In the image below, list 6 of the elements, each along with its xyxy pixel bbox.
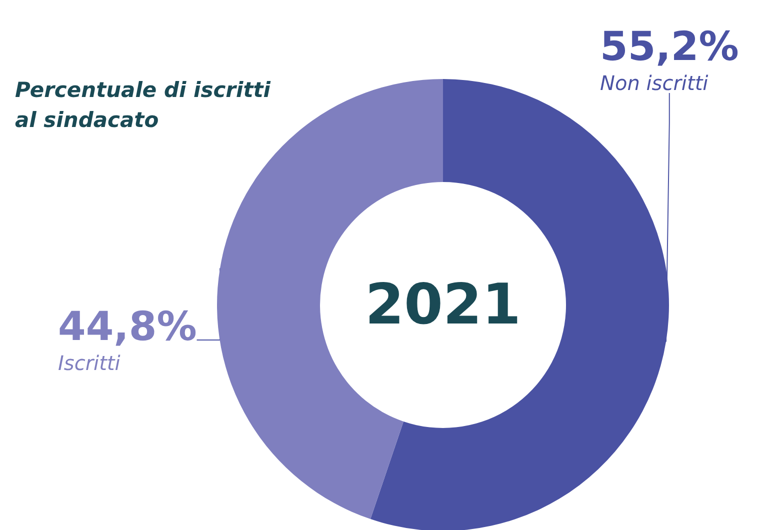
slice-label: Non iscritti: [600, 71, 709, 95]
text: 2021: [365, 272, 521, 338]
data-label: 44,8%: [58, 304, 197, 350]
slice-label: Iscritti: [58, 351, 121, 375]
text: Percentuale di iscritti al sindacato: [15, 78, 278, 132]
data-label: 55,2%: [600, 24, 739, 70]
